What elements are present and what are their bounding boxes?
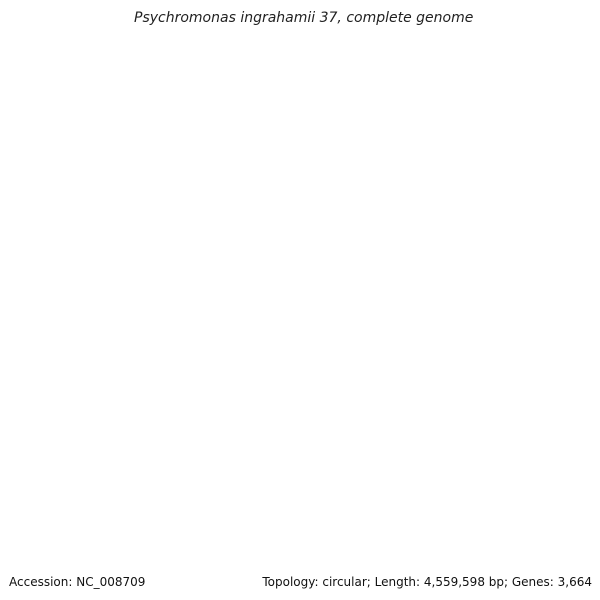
genome-summary-text: Topology: circular; Length: 4,559,598 bp… (261, 575, 592, 589)
footer-background (0, 568, 600, 600)
accession-text: Accession: NC_008709 (9, 575, 145, 589)
title-background (132, 5, 474, 27)
map-title: Psychromonas ingrahamii 37, complete gen… (134, 10, 473, 26)
